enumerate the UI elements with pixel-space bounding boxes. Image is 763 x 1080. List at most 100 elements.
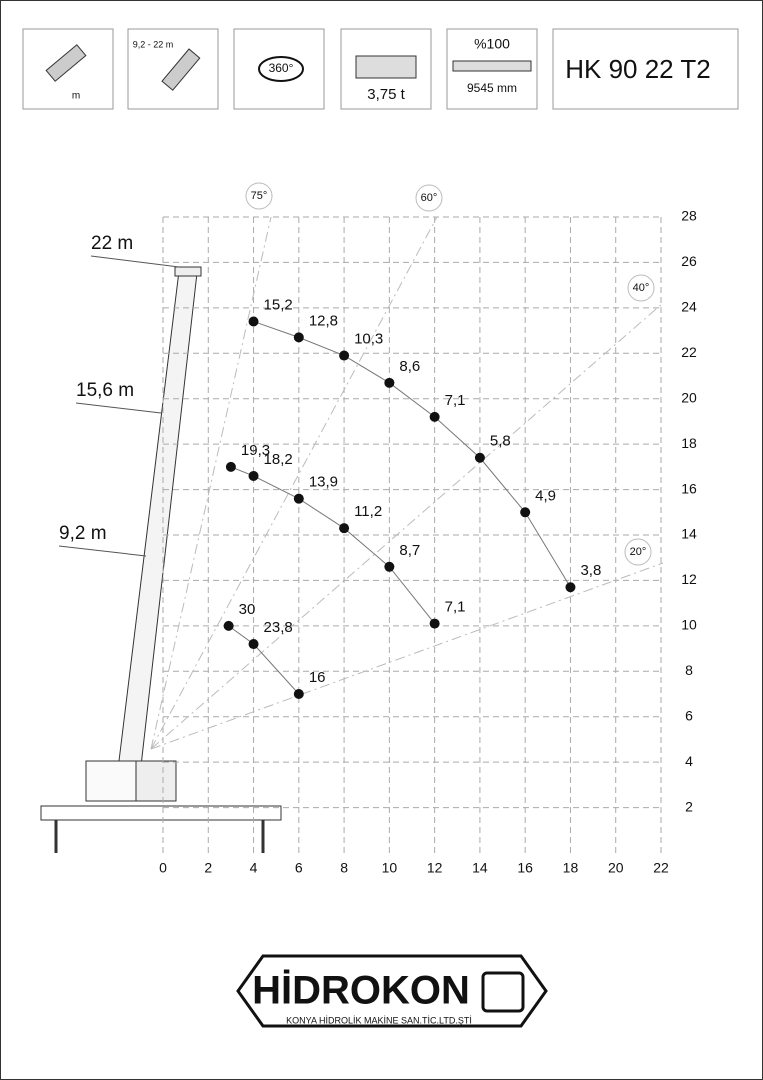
x-tick-label: 16 (517, 860, 533, 876)
x-tick-label: 0 (159, 860, 167, 876)
load-point (223, 620, 234, 631)
load-point (293, 493, 304, 504)
boom (118, 270, 198, 767)
leader (90, 255, 180, 268)
load-label: 30 (239, 601, 256, 618)
load-point (248, 639, 259, 650)
company: KONYA HİDROLİK MAKİNE SAN.TİC.LTD.ŞTİ (286, 1015, 472, 1025)
y-tick-label: 4 (685, 753, 693, 769)
angle-line (150, 562, 664, 750)
x-tick-label: 6 (295, 860, 303, 876)
column (135, 760, 177, 802)
y-tick-label: 8 (685, 662, 693, 678)
y-tick-label: 18 (681, 435, 697, 451)
boom-range: 9,2 - 22 m (133, 39, 174, 49)
x-tick-label: 12 (427, 860, 443, 876)
load-point (565, 582, 576, 593)
x-tick-label: 4 (250, 860, 258, 876)
load-point (293, 689, 304, 699)
boom-icon (45, 44, 87, 82)
load-label: 15,2 (264, 296, 293, 313)
y-tick-label: 6 (685, 707, 693, 723)
load-curve (228, 625, 300, 695)
load-point (248, 470, 259, 481)
span: 9545 mm (467, 81, 517, 95)
boom-length-label: 9,2 m (59, 523, 107, 544)
load-point (248, 316, 259, 327)
load-label: 4,9 (535, 487, 556, 504)
logo-icon (481, 971, 525, 1013)
load-label: 3,8 (580, 562, 601, 579)
leader (75, 402, 162, 414)
load-point (429, 411, 440, 422)
load-point (474, 452, 485, 463)
load-curve (253, 321, 571, 588)
y-tick-label: 22 (681, 344, 697, 360)
leader (58, 545, 147, 557)
span-icon (452, 60, 532, 72)
load-point (225, 461, 236, 472)
y-tick-label: 20 (681, 389, 697, 405)
x-tick-label: 22 (653, 860, 669, 876)
capacity: 3,75 t (367, 86, 405, 103)
load-label: 11,2 (354, 503, 382, 520)
load-point (384, 377, 395, 388)
model-box (552, 28, 739, 110)
percent: %100 (474, 36, 510, 52)
load-label: 8,6 (399, 358, 420, 375)
angle-label: 40° (633, 282, 650, 294)
model: HK 90 22 T2 (565, 54, 711, 84)
rotation: 360° (269, 61, 294, 75)
load-point (429, 618, 440, 629)
rotation-icon (258, 56, 304, 82)
x-tick-label: 14 (472, 860, 488, 876)
angle-line (150, 216, 272, 750)
x-tick-label: 10 (382, 860, 398, 876)
boom-icon (161, 48, 201, 91)
load-point (520, 507, 531, 518)
crane (40, 266, 282, 853)
capacity-icon (355, 55, 417, 79)
angle-label: 20° (630, 546, 647, 558)
angle-line (150, 216, 438, 750)
icon-unit: m (72, 91, 80, 102)
angle-label: 60° (421, 192, 438, 204)
brand: HİDROKON (252, 969, 470, 1013)
logo-frame (236, 954, 548, 1028)
load-point (293, 332, 304, 343)
load-label: 7,1 (445, 392, 466, 409)
load-point (339, 523, 350, 534)
y-tick-label: 2 (685, 798, 693, 814)
boom-length-label: 15,6 m (76, 380, 134, 401)
load-label: 19,3 (241, 442, 270, 459)
load-label: 23,8 (264, 619, 293, 636)
angle-label: 75° (251, 190, 268, 202)
x-tick-label: 18 (563, 860, 579, 876)
load-label: 16 (309, 669, 326, 686)
header: m 9,2 - 22 m 360° 3,75 t %100 9545 mm HK… (22, 28, 739, 110)
y-tick-label: 28 (681, 208, 697, 224)
x-tick-label: 20 (608, 860, 624, 876)
y-tick-label: 12 (681, 571, 697, 587)
angle-badge (624, 538, 652, 566)
angle-badge (627, 274, 655, 302)
logo: HİDROKON KONYA HİDROLİK MAKİNE SAN.TİC.L… (236, 954, 548, 1028)
load-point (384, 561, 395, 572)
y-tick-label: 24 (681, 299, 697, 315)
outrigger-beam (40, 805, 282, 821)
x-tick-label: 8 (340, 860, 348, 876)
angle-line (150, 302, 664, 750)
y-tick-label: 14 (681, 526, 697, 542)
x-tick-label: 2 (204, 860, 212, 876)
y-tick-label: 16 (681, 480, 697, 496)
load-label: 5,8 (490, 433, 511, 450)
load-label: 12,8 (309, 312, 338, 329)
load-label: 13,9 (309, 474, 338, 491)
base (85, 760, 137, 802)
angle-badge (245, 182, 273, 210)
boom-length-label: 22 m (91, 233, 133, 254)
load-label: 8,7 (399, 542, 420, 559)
load-label: 7,1 (445, 599, 466, 616)
